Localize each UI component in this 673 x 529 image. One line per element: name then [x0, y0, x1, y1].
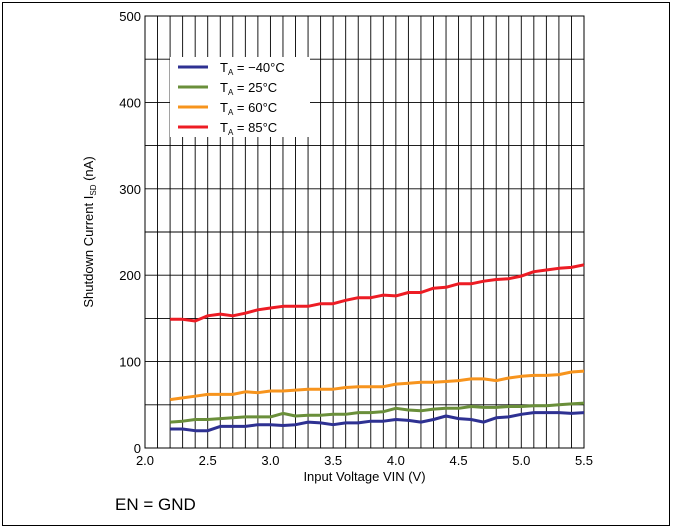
y-tick-label: 100 [119, 355, 141, 370]
legend-label-rest: = −40°C [233, 60, 284, 75]
y-tick-label: 200 [119, 268, 141, 283]
footnote: EN = GND [115, 495, 196, 514]
legend-label: TA = 60°C [220, 100, 277, 117]
y-axis-ticks: 0 100 200 300 400 500 [119, 9, 141, 456]
y-axis-label-unit: (nA) [81, 156, 96, 184]
legend-box [170, 57, 310, 137]
plot-area [144, 15, 585, 449]
series-line [169, 401, 585, 424]
legend-label-sub: A [228, 88, 234, 97]
x-axis-label: Input Voltage VIN (V) [303, 469, 425, 484]
series-line [170, 411, 585, 433]
y-tick-label: 300 [119, 182, 141, 197]
series-line [169, 369, 585, 402]
series-line [170, 263, 585, 323]
legend-label-main: T [220, 80, 228, 95]
legend-label-main: T [220, 60, 228, 75]
legend-label: TA = 85°C [220, 120, 277, 137]
legend-label-sub: A [228, 68, 234, 77]
legend-label-sub: A [228, 108, 234, 117]
x-axis-ticks: 2.0 2.5 3.0 3.5 4.0 4.5 5.0 5.5 [136, 453, 593, 468]
x-tick-label: 5.5 [575, 453, 593, 468]
x-tick-label: 4.0 [387, 453, 405, 468]
x-tick-label: 2.5 [199, 453, 217, 468]
y-tick-label: 0 [134, 441, 141, 456]
legend-label: TA = 25°C [220, 80, 277, 97]
legend-label-rest: = 60°C [233, 100, 277, 115]
y-axis-label: Shutdown Current ISD (nA) [81, 156, 98, 307]
x-tick-label: 2.0 [136, 453, 154, 468]
legend-label-rest: = 25°C [233, 80, 277, 95]
x-tick-label: 4.5 [450, 453, 468, 468]
legend: TA = −40°CTA = 25°CTA = 60°CTA = 85°C [170, 57, 310, 137]
legend-label-main: T [220, 100, 228, 115]
legend-label-main: T [220, 120, 228, 135]
legend-label-rest: = 85°C [233, 120, 277, 135]
x-tick-label: 3.0 [261, 453, 279, 468]
legend-label: TA = −40°C [220, 60, 285, 77]
x-tick-label: 3.5 [324, 453, 342, 468]
y-axis-label-main: Shutdown Current I [81, 196, 96, 308]
series-lines [169, 263, 585, 433]
legend-label-sub: A [228, 128, 234, 137]
y-tick-label: 500 [119, 9, 141, 24]
x-tick-label: 5.0 [512, 453, 530, 468]
y-tick-label: 400 [119, 95, 141, 110]
y-axis-label-sub: SD [89, 184, 98, 195]
